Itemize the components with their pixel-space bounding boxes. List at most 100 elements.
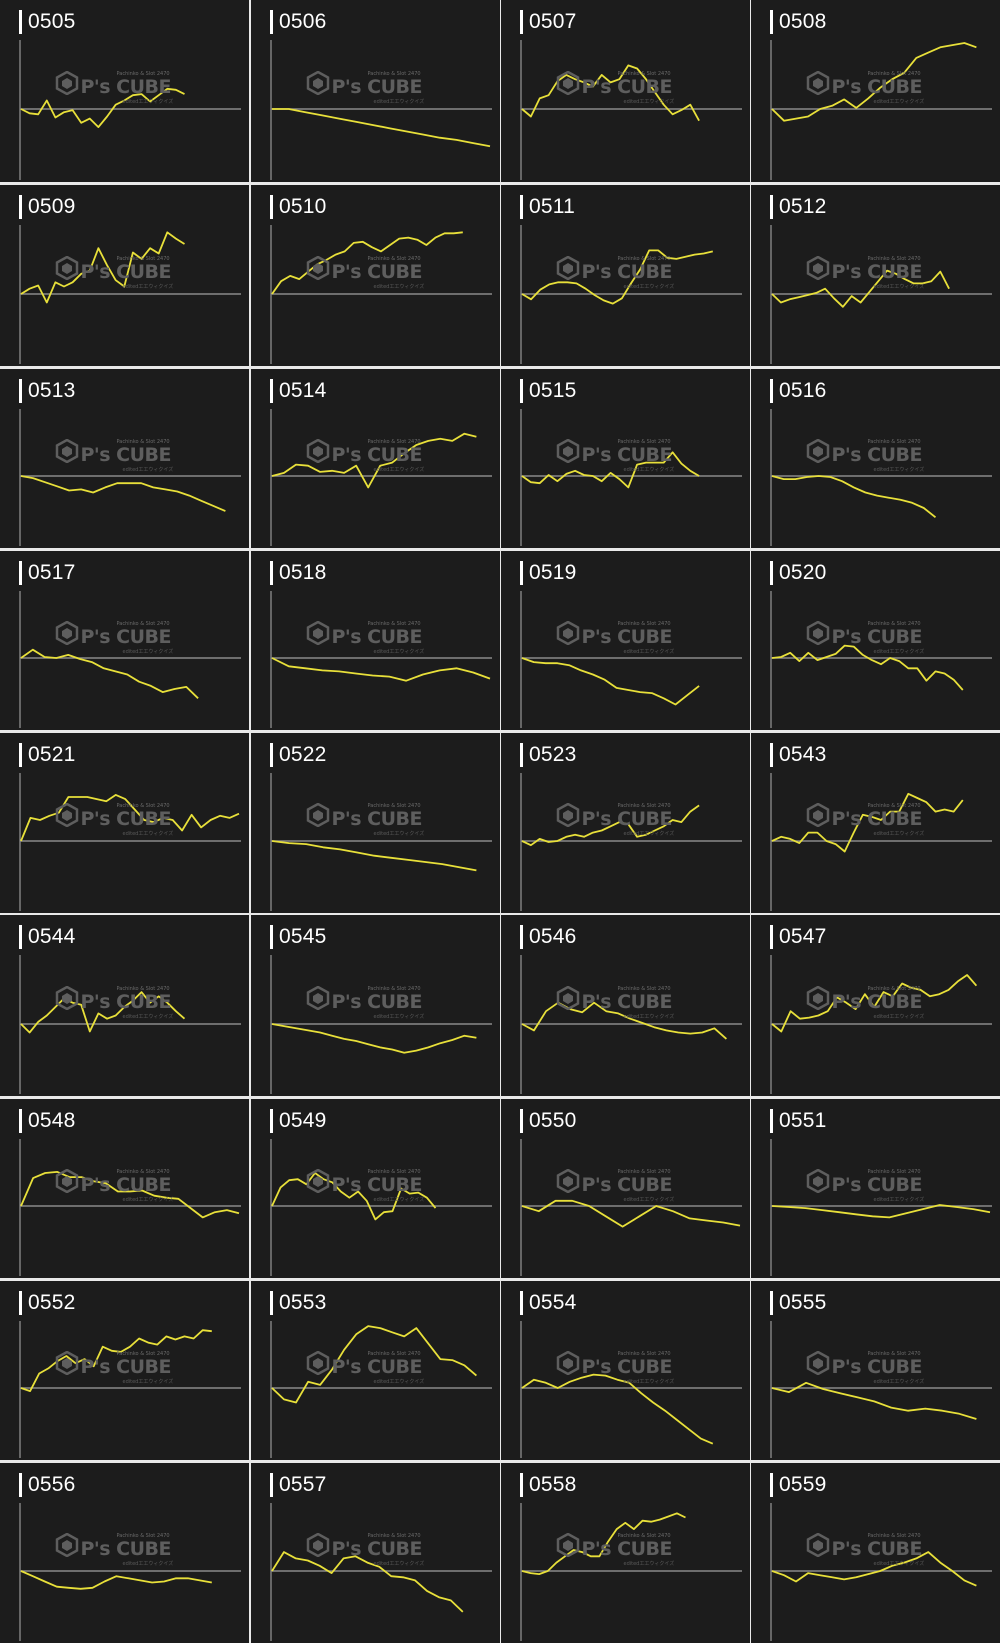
panel-title: 0516 [779, 379, 827, 402]
line-chart-0523 [520, 773, 742, 911]
label-marker [270, 1109, 273, 1133]
panel-title: 0546 [529, 925, 577, 948]
label-marker [520, 1291, 523, 1315]
panel-title: 0549 [279, 1109, 327, 1132]
line-chart-0510 [270, 225, 492, 364]
series-line [271, 1172, 437, 1221]
label-marker [770, 195, 773, 219]
label-marker [520, 10, 523, 34]
chart-panel-0523: 0523 Pachinko & Slot 2470 P's CUBE edited工工… [501, 733, 750, 913]
label-marker [770, 1291, 773, 1315]
panel-title: 0515 [529, 379, 577, 402]
panel-title: 0522 [279, 743, 327, 766]
line-chart-0514 [270, 409, 492, 546]
panel-title: 0505 [28, 10, 76, 33]
series-line [271, 1551, 464, 1613]
chart-panel-0522: 0522 Pachinko & Slot 2470 P's CUBE edited工工… [251, 733, 500, 913]
label-marker [19, 743, 22, 767]
chart-panel-0516: 0516 Pachinko & Slot 2470 P's CUBE edited工工… [751, 369, 1000, 548]
chart-panel-0555: 0555 Pachinko & Slot 2470 P's CUBE edited工工… [751, 1281, 1000, 1460]
line-chart-0547 [770, 955, 992, 1094]
line-chart-0550 [520, 1139, 742, 1276]
chart-panel-0547: 0547 Pachinko & Slot 2470 P's CUBE edited工工… [751, 915, 1000, 1096]
panel-title: 0517 [28, 561, 76, 584]
series-line [771, 1551, 977, 1587]
chart-panel-0510: 0510 Pachinko & Slot 2470 P's CUBE edited工工… [251, 185, 500, 366]
series-line [771, 1204, 991, 1219]
label-marker [770, 10, 773, 34]
chart-panel-0511: 0511 Pachinko & Slot 2470 P's CUBE edited工工… [501, 185, 750, 366]
series-line [20, 648, 199, 699]
label-marker [520, 379, 523, 403]
line-chart-0513 [19, 409, 241, 546]
chart-panel-0550: 0550 Pachinko & Slot 2470 P's CUBE edited工工… [501, 1099, 750, 1278]
chart-panel-0518: 0518 Pachinko & Slot 2470 P's CUBE edited工工… [251, 551, 500, 730]
label-marker [270, 561, 273, 585]
line-chart-0545 [270, 955, 492, 1094]
line-chart-0549 [270, 1139, 492, 1276]
line-chart-0519 [520, 591, 742, 728]
chart-panel-0554: 0554 Pachinko & Slot 2470 P's CUBE edited工工… [501, 1281, 750, 1460]
series-line [20, 991, 186, 1034]
line-chart-0559 [770, 1503, 992, 1641]
chart-panel-0553: 0553 Pachinko & Slot 2470 P's CUBE edited工工… [251, 1281, 500, 1460]
label-marker [19, 195, 22, 219]
label-marker [19, 1291, 22, 1315]
series-line [20, 1329, 212, 1392]
series-line [20, 1171, 240, 1219]
series-line [771, 269, 950, 308]
line-chart-0508 [770, 40, 992, 180]
chart-panel-0505: 0505 Pachinko & Slot 2470 P's CUBE edited工工… [0, 0, 249, 182]
series-line [20, 794, 240, 842]
series-line [521, 64, 700, 122]
label-marker [19, 379, 22, 403]
series-line [771, 644, 964, 691]
series-line [271, 657, 491, 682]
panel-title: 0518 [279, 561, 327, 584]
label-marker [520, 743, 523, 767]
line-chart-0558 [520, 1503, 742, 1641]
label-marker [19, 925, 22, 949]
panel-title: 0523 [529, 743, 577, 766]
label-marker [270, 1291, 273, 1315]
line-chart-0551 [770, 1139, 992, 1276]
panel-title: 0520 [779, 561, 827, 584]
panel-title: 0511 [529, 195, 575, 218]
panel-title: 0550 [529, 1109, 577, 1132]
series-line [521, 1001, 727, 1040]
panel-title: 0552 [28, 1291, 76, 1314]
series-line [521, 804, 700, 847]
series-line [771, 792, 964, 853]
series-line [20, 231, 185, 304]
panel-title: 0510 [279, 195, 327, 218]
line-chart-0511 [520, 225, 742, 364]
chart-panel-0551: 0551 Pachinko & Slot 2470 P's CUBE edited工工… [751, 1099, 1000, 1278]
chart-panel-0507: 0507 Pachinko & Slot 2470 P's CUBE edited工工… [501, 0, 750, 182]
line-chart-0557 [270, 1503, 492, 1641]
chart-panel-0552: 0552 Pachinko & Slot 2470 P's CUBE edited工工… [0, 1281, 249, 1460]
chart-panel-0548: 0548 Pachinko & Slot 2470 P's CUBE edited工工… [0, 1099, 249, 1278]
series-line [271, 1023, 477, 1054]
line-chart-0555 [770, 1321, 992, 1458]
panel-title: 0559 [779, 1473, 827, 1496]
chart-panel-0513: 0513 Pachinko & Slot 2470 P's CUBE edited工工… [0, 369, 249, 548]
series-line [521, 249, 714, 305]
panel-title: 0551 [779, 1109, 827, 1132]
label-marker [270, 379, 273, 403]
panel-title: 0544 [28, 925, 76, 948]
series-line [521, 451, 700, 489]
line-chart-0515 [520, 409, 742, 546]
series-line [271, 840, 477, 872]
label-marker [770, 561, 773, 585]
panel-title: 0547 [779, 925, 827, 948]
panel-title: 0514 [279, 379, 327, 402]
chart-panel-0559: 0559 Pachinko & Slot 2470 P's CUBE edited工工… [751, 1463, 1000, 1643]
line-chart-0520 [770, 591, 992, 728]
panel-title: 0506 [279, 10, 327, 33]
panel-title: 0508 [779, 10, 827, 33]
label-marker [770, 1109, 773, 1133]
chart-panel-0508: 0508 Pachinko & Slot 2470 P's CUBE edited工工… [751, 0, 1000, 182]
panel-title: 0545 [279, 925, 327, 948]
chart-panel-0521: 0521 Pachinko & Slot 2470 P's CUBE edited工工… [0, 733, 249, 913]
